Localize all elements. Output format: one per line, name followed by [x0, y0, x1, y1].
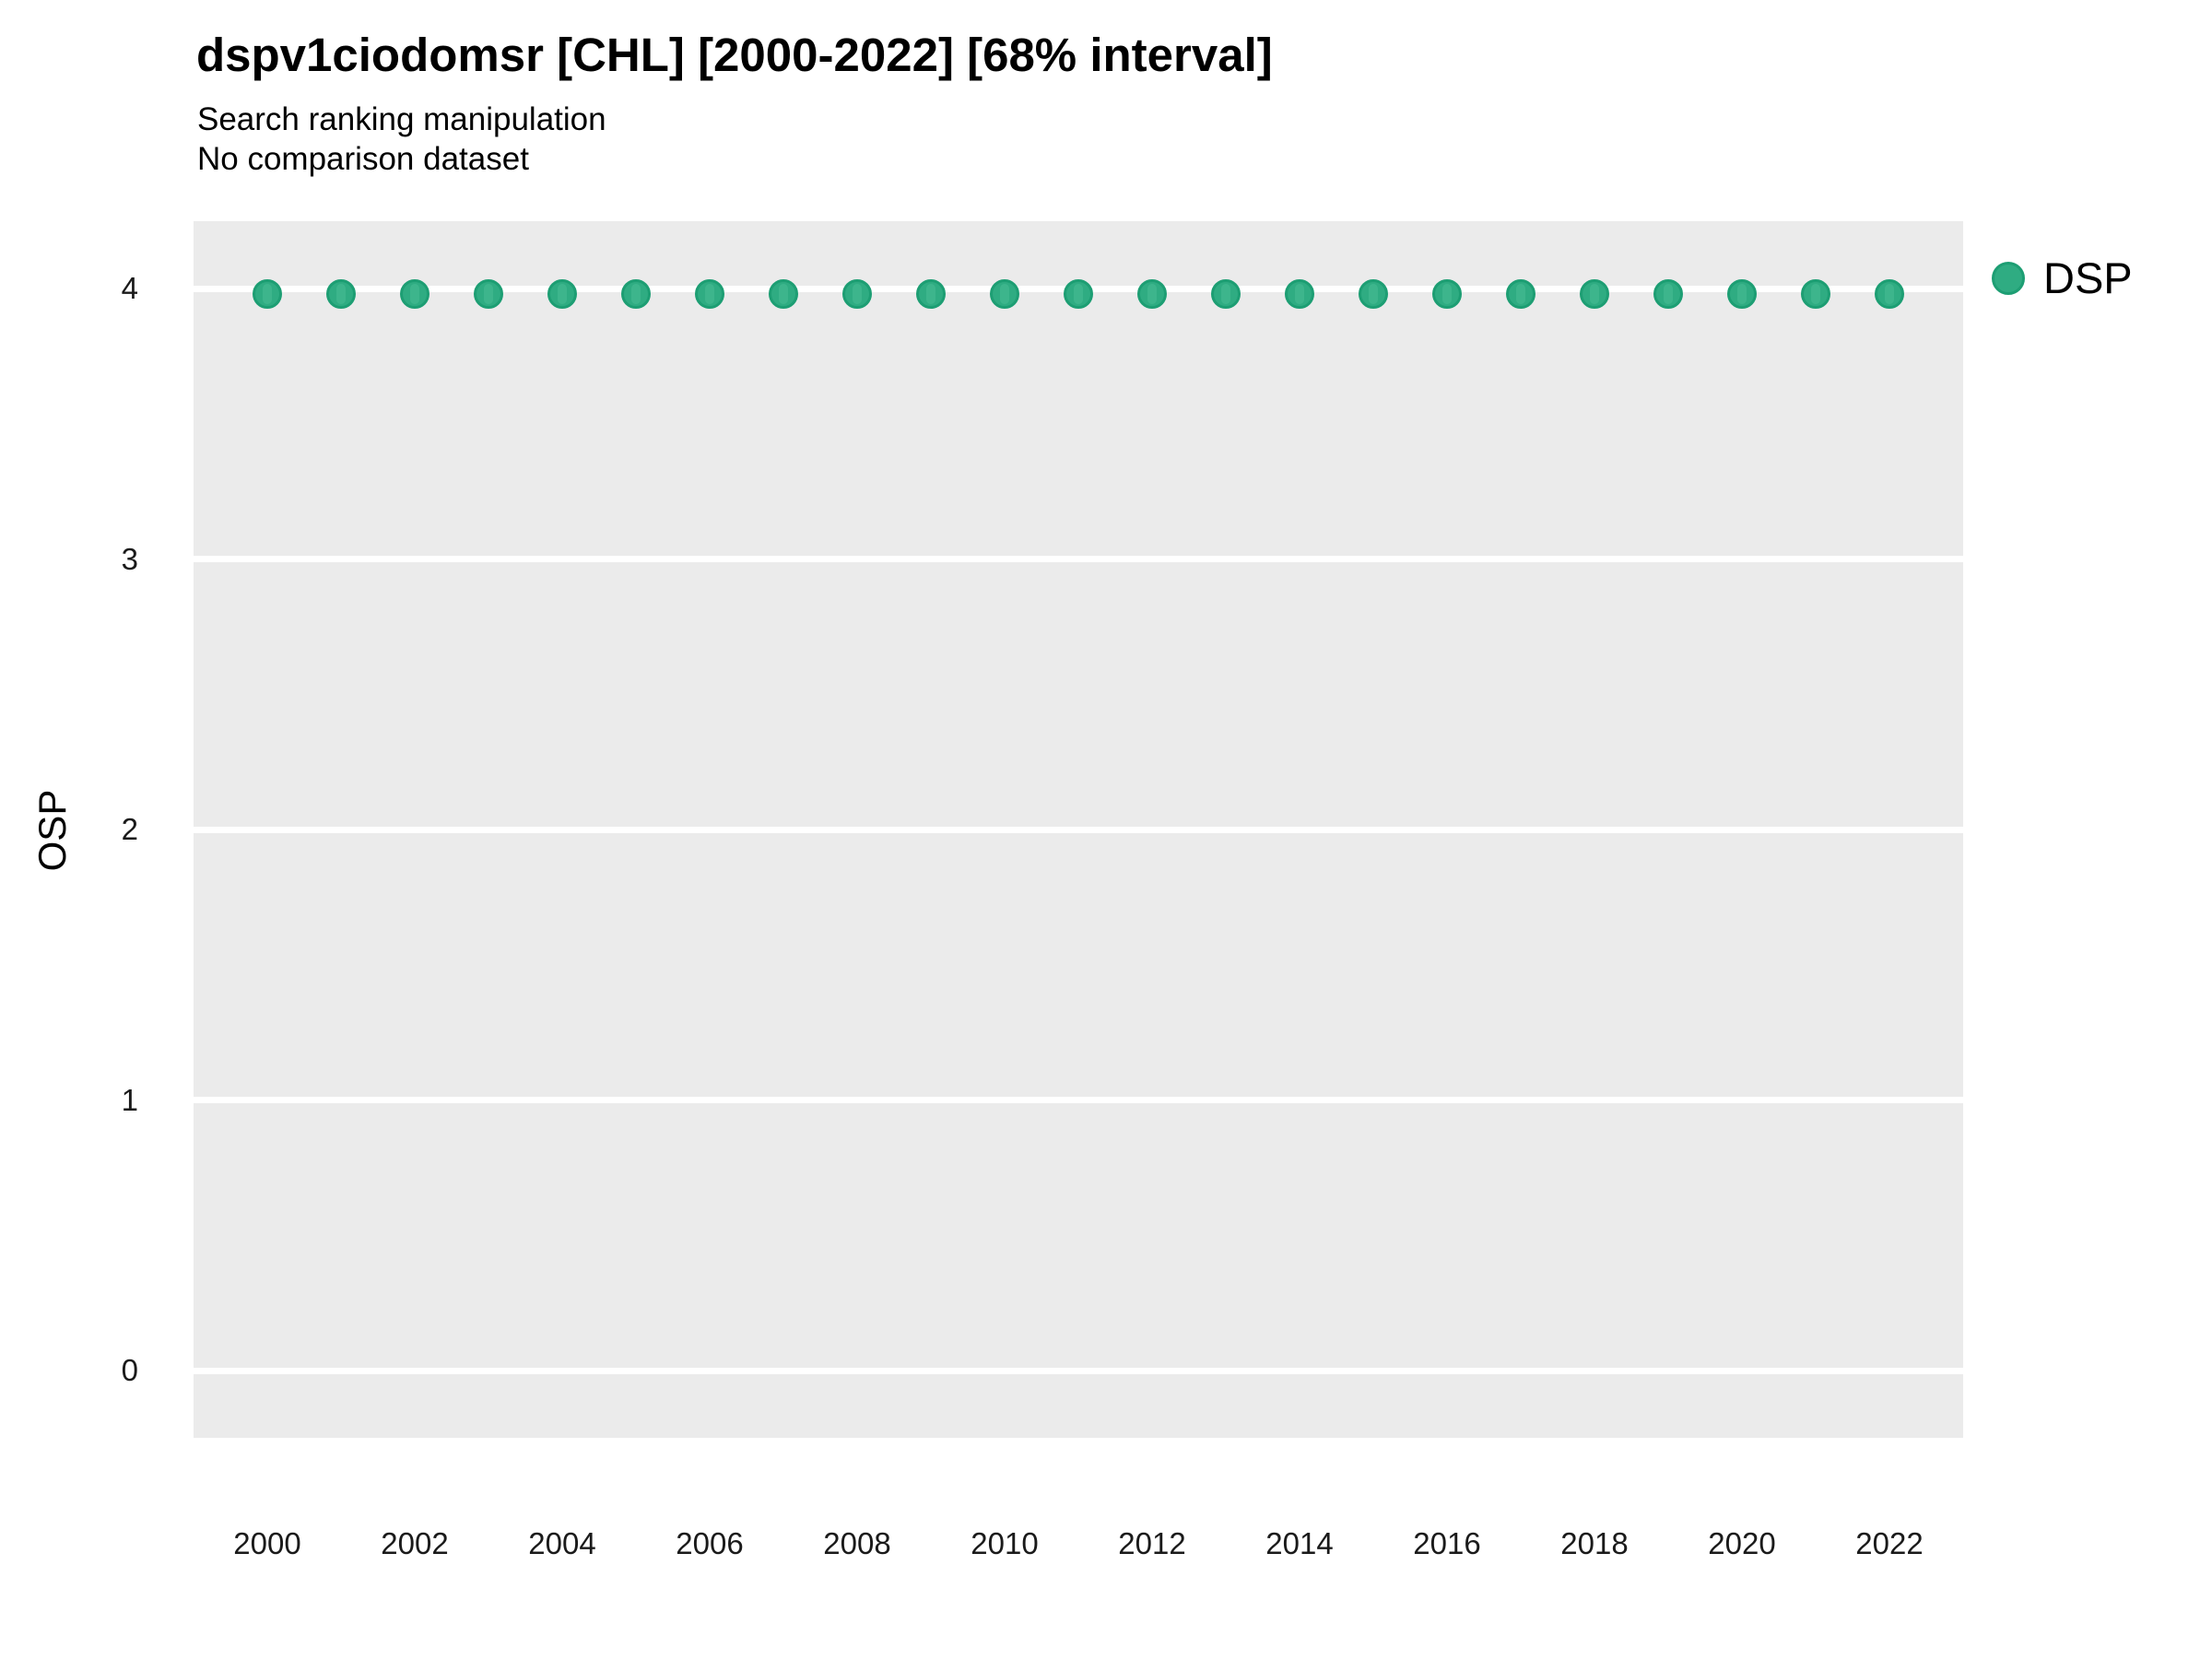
chart-subtitle: Search ranking manipulation	[197, 101, 606, 137]
x-tick-label: 2008	[823, 1526, 891, 1560]
data-point-2006	[695, 278, 724, 309]
data-point-2018	[1580, 278, 1609, 309]
x-tick-label: 2022	[1855, 1526, 1924, 1560]
data-point-2011	[1064, 278, 1093, 309]
interval-bar	[1221, 283, 1230, 304]
x-tick-label: 2018	[1560, 1526, 1629, 1560]
data-point-2000	[253, 278, 282, 309]
interval-bar	[1811, 283, 1820, 304]
data-point-2010	[990, 278, 1019, 309]
data-point-2003	[474, 278, 503, 309]
x-tick-label: 2014	[1265, 1526, 1334, 1560]
data-point-2019	[1653, 278, 1683, 309]
data-point-2009	[916, 278, 946, 309]
interval-bar	[1369, 283, 1378, 304]
interval-bar	[410, 283, 419, 304]
x-tick-label: 2002	[381, 1526, 449, 1560]
x-tick-label: 2004	[528, 1526, 596, 1560]
x-tick-label: 2016	[1413, 1526, 1481, 1560]
interval-bar	[1590, 283, 1599, 304]
data-point-2022	[1875, 278, 1904, 309]
interval-bar	[1000, 283, 1009, 304]
interval-bar	[1516, 283, 1525, 304]
data-point-2017	[1506, 278, 1535, 309]
y-tick-label: 4	[121, 271, 138, 305]
data-point-2013	[1211, 278, 1241, 309]
chart-title: dspv1ciodomsr [CHL] [2000-2022] [68% int…	[196, 29, 1273, 81]
interval-bar	[779, 283, 788, 304]
interval-bar	[1147, 283, 1157, 304]
interval-bar	[1442, 283, 1452, 304]
interval-bar	[484, 283, 493, 304]
gridline-y-0	[194, 1367, 1963, 1374]
legend-label: DSP	[2043, 253, 2133, 302]
y-tick-label: 3	[121, 541, 138, 576]
data-point-2001	[326, 278, 356, 309]
x-tick-label: 2012	[1118, 1526, 1186, 1560]
y-tick-label: 0	[121, 1353, 138, 1387]
interval-bar	[631, 283, 641, 304]
gridline-y-3	[194, 556, 1963, 562]
data-point-2002	[400, 278, 429, 309]
data-point-2016	[1432, 278, 1462, 309]
interval-bar	[263, 283, 272, 304]
interval-bar	[705, 283, 714, 304]
x-tick-label: 2006	[676, 1526, 744, 1560]
data-point-2007	[769, 278, 798, 309]
chart-subtitle-secondary: No comparison dataset	[197, 141, 529, 177]
legend: DSP	[1992, 256, 2133, 300]
gridline-y-2	[194, 826, 1963, 833]
interval-bar	[1295, 283, 1304, 304]
legend-point-icon	[1992, 261, 2025, 295]
interval-bar	[558, 283, 567, 304]
y-tick-label: 1	[121, 1082, 138, 1117]
data-point-2008	[842, 278, 872, 309]
interval-bar	[1737, 283, 1747, 304]
interval-bar	[1074, 283, 1083, 304]
data-point-2014	[1285, 278, 1314, 309]
y-tick-label: 2	[121, 812, 138, 846]
interval-bar	[853, 283, 862, 304]
data-point-2021	[1801, 278, 1830, 309]
data-point-2015	[1359, 278, 1388, 309]
data-point-2012	[1137, 278, 1167, 309]
interval-bar	[926, 283, 935, 304]
x-tick-label: 2000	[233, 1526, 301, 1560]
x-tick-label: 2020	[1708, 1526, 1776, 1560]
plot-area	[194, 221, 1963, 1438]
interval-bar	[1664, 283, 1673, 304]
x-tick-label: 2010	[971, 1526, 1039, 1560]
data-point-2005	[621, 278, 651, 309]
gridline-y-1	[194, 1097, 1963, 1103]
interval-bar	[336, 283, 346, 304]
interval-bar	[1885, 283, 1894, 304]
data-point-2004	[547, 278, 577, 309]
data-point-2020	[1727, 278, 1757, 309]
